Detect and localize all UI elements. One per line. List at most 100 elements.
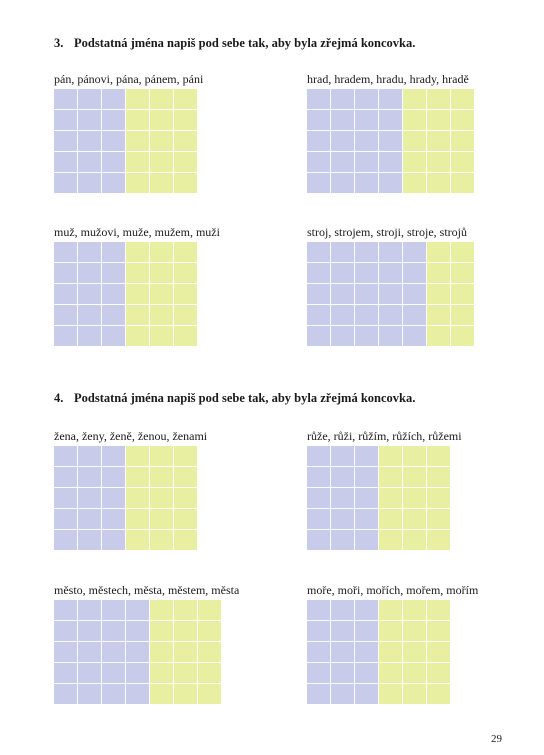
stem-cell[interactable]: [54, 89, 77, 109]
stem-cell[interactable]: [355, 152, 378, 172]
ending-cell[interactable]: [403, 152, 426, 172]
ending-cell[interactable]: [174, 242, 197, 262]
writing-grid[interactable]: [307, 89, 474, 193]
stem-cell[interactable]: [331, 642, 354, 662]
ending-cell[interactable]: [174, 621, 197, 641]
ending-cell[interactable]: [427, 488, 450, 508]
ending-cell[interactable]: [150, 173, 173, 193]
stem-cell[interactable]: [54, 509, 77, 529]
stem-cell[interactable]: [102, 684, 125, 704]
stem-cell[interactable]: [54, 446, 77, 466]
ending-cell[interactable]: [126, 152, 149, 172]
stem-cell[interactable]: [307, 530, 330, 550]
stem-cell[interactable]: [331, 600, 354, 620]
ending-cell[interactable]: [427, 110, 450, 130]
stem-cell[interactable]: [54, 263, 77, 283]
stem-cell[interactable]: [126, 663, 149, 683]
stem-cell[interactable]: [307, 642, 330, 662]
stem-cell[interactable]: [403, 284, 426, 304]
ending-cell[interactable]: [126, 263, 149, 283]
ending-cell[interactable]: [150, 89, 173, 109]
ending-cell[interactable]: [451, 110, 474, 130]
ending-cell[interactable]: [427, 684, 450, 704]
ending-cell[interactable]: [427, 467, 450, 487]
stem-cell[interactable]: [379, 152, 402, 172]
writing-grid[interactable]: [54, 446, 197, 550]
stem-cell[interactable]: [307, 173, 330, 193]
ending-cell[interactable]: [379, 509, 402, 529]
ending-cell[interactable]: [150, 131, 173, 151]
ending-cell[interactable]: [379, 467, 402, 487]
ending-cell[interactable]: [126, 305, 149, 325]
stem-cell[interactable]: [331, 326, 354, 346]
stem-cell[interactable]: [379, 305, 402, 325]
stem-cell[interactable]: [331, 446, 354, 466]
ending-cell[interactable]: [174, 152, 197, 172]
stem-cell[interactable]: [102, 642, 125, 662]
ending-cell[interactable]: [150, 242, 173, 262]
stem-cell[interactable]: [54, 284, 77, 304]
stem-cell[interactable]: [78, 621, 101, 641]
stem-cell[interactable]: [78, 488, 101, 508]
ending-cell[interactable]: [126, 110, 149, 130]
ending-cell[interactable]: [427, 263, 450, 283]
ending-cell[interactable]: [150, 621, 173, 641]
ending-cell[interactable]: [427, 131, 450, 151]
stem-cell[interactable]: [102, 242, 125, 262]
ending-cell[interactable]: [379, 684, 402, 704]
ending-cell[interactable]: [403, 446, 426, 466]
stem-cell[interactable]: [307, 663, 330, 683]
stem-cell[interactable]: [355, 467, 378, 487]
stem-cell[interactable]: [331, 131, 354, 151]
stem-cell[interactable]: [331, 467, 354, 487]
ending-cell[interactable]: [403, 600, 426, 620]
ending-cell[interactable]: [150, 642, 173, 662]
ending-cell[interactable]: [451, 305, 474, 325]
stem-cell[interactable]: [126, 684, 149, 704]
stem-cell[interactable]: [331, 284, 354, 304]
stem-cell[interactable]: [78, 173, 101, 193]
ending-cell[interactable]: [126, 173, 149, 193]
ending-cell[interactable]: [150, 684, 173, 704]
writing-grid[interactable]: [54, 242, 197, 346]
stem-cell[interactable]: [355, 263, 378, 283]
ending-cell[interactable]: [174, 467, 197, 487]
stem-cell[interactable]: [331, 242, 354, 262]
stem-cell[interactable]: [102, 284, 125, 304]
stem-cell[interactable]: [379, 110, 402, 130]
stem-cell[interactable]: [54, 684, 77, 704]
ending-cell[interactable]: [403, 509, 426, 529]
ending-cell[interactable]: [403, 488, 426, 508]
stem-cell[interactable]: [78, 242, 101, 262]
ending-cell[interactable]: [198, 621, 221, 641]
ending-cell[interactable]: [427, 446, 450, 466]
stem-cell[interactable]: [307, 305, 330, 325]
writing-grid[interactable]: [54, 600, 221, 704]
ending-cell[interactable]: [126, 284, 149, 304]
ending-cell[interactable]: [427, 509, 450, 529]
ending-cell[interactable]: [427, 284, 450, 304]
writing-grid[interactable]: [307, 600, 450, 704]
stem-cell[interactable]: [355, 488, 378, 508]
ending-cell[interactable]: [379, 663, 402, 683]
stem-cell[interactable]: [355, 326, 378, 346]
ending-cell[interactable]: [427, 242, 450, 262]
ending-cell[interactable]: [126, 131, 149, 151]
stem-cell[interactable]: [78, 509, 101, 529]
stem-cell[interactable]: [102, 263, 125, 283]
stem-cell[interactable]: [379, 263, 402, 283]
ending-cell[interactable]: [174, 642, 197, 662]
stem-cell[interactable]: [54, 110, 77, 130]
stem-cell[interactable]: [331, 488, 354, 508]
stem-cell[interactable]: [379, 131, 402, 151]
stem-cell[interactable]: [78, 305, 101, 325]
stem-cell[interactable]: [54, 600, 77, 620]
stem-cell[interactable]: [355, 642, 378, 662]
ending-cell[interactable]: [451, 89, 474, 109]
stem-cell[interactable]: [126, 642, 149, 662]
stem-cell[interactable]: [379, 242, 402, 262]
stem-cell[interactable]: [403, 326, 426, 346]
ending-cell[interactable]: [451, 173, 474, 193]
ending-cell[interactable]: [403, 173, 426, 193]
stem-cell[interactable]: [78, 446, 101, 466]
